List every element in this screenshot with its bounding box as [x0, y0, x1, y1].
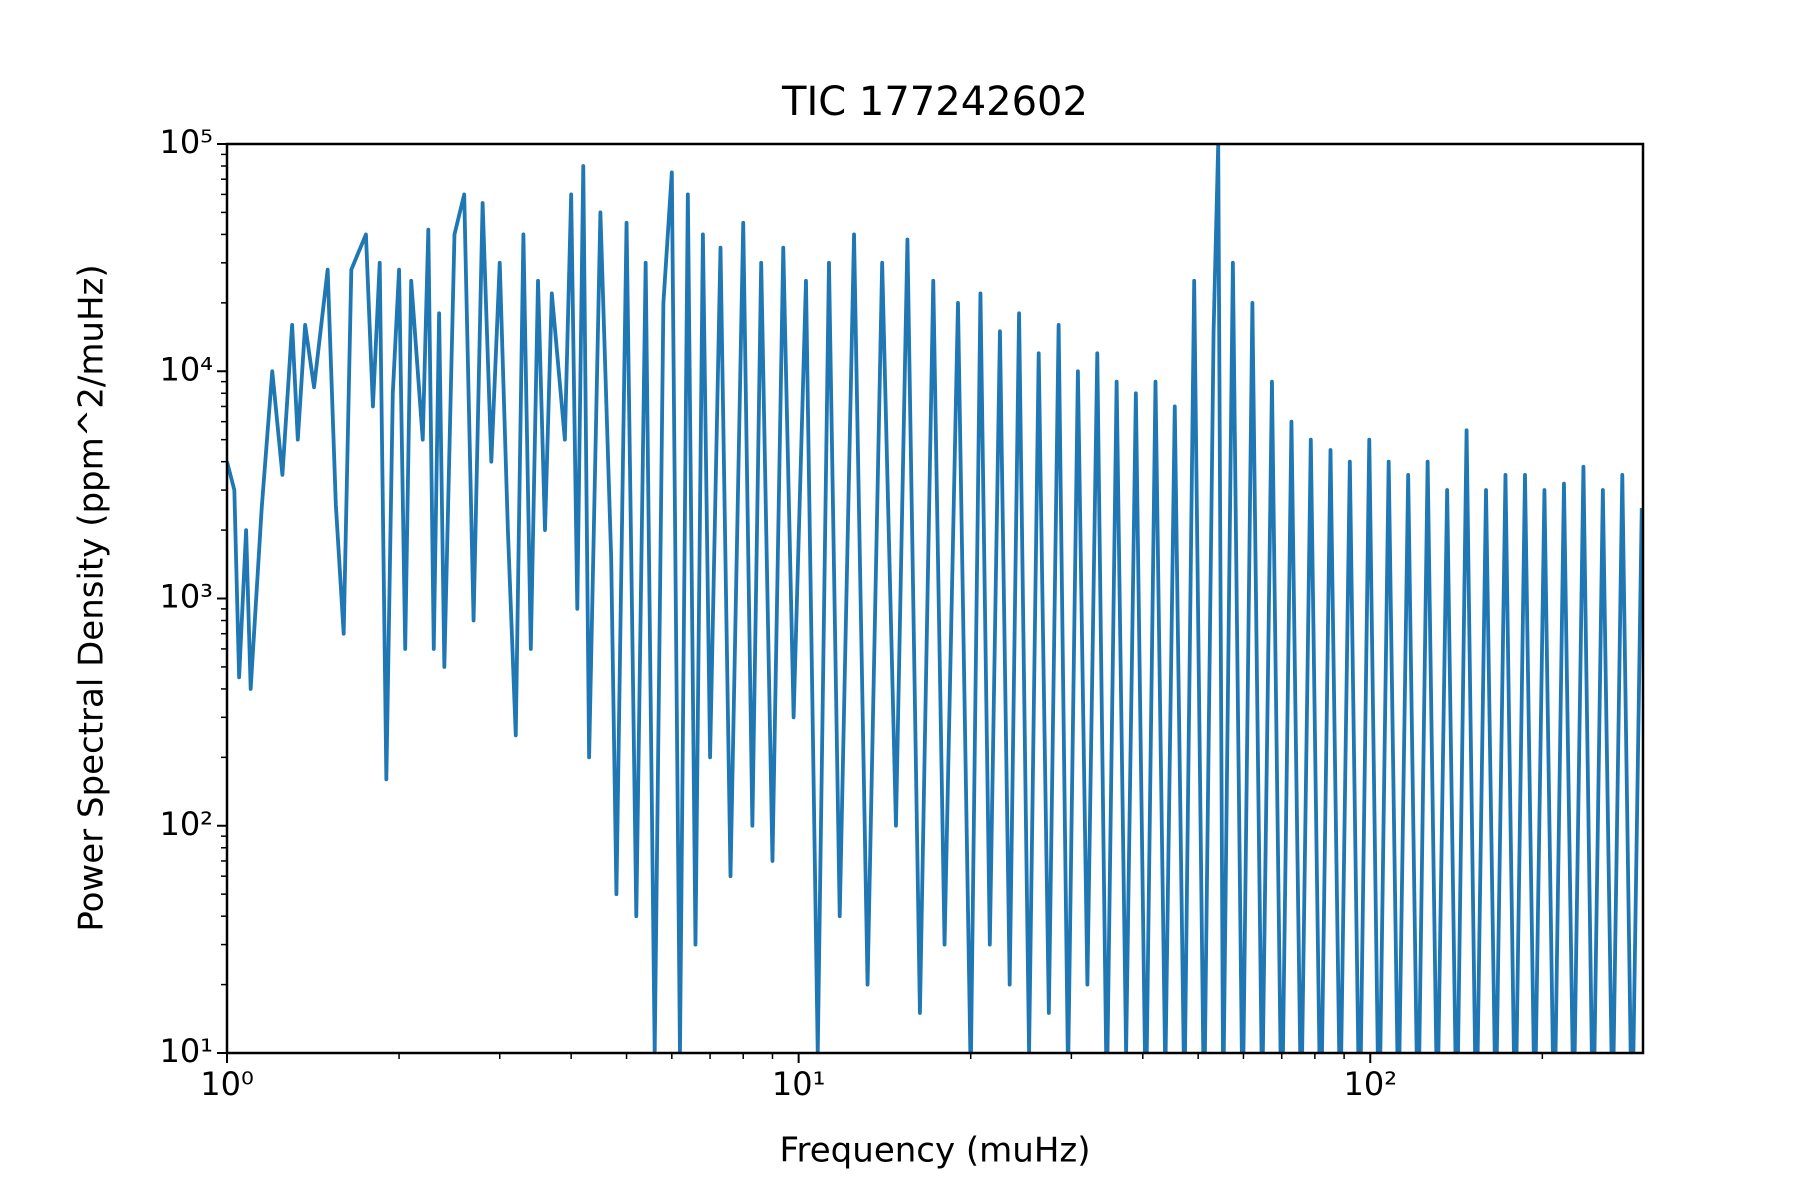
y-tick-label: 10³ [159, 578, 213, 616]
spectrum-line [227, 144, 1643, 1053]
chart-title: TIC 177242602 [781, 79, 1088, 125]
y-tick-label: 10⁵ [159, 123, 213, 161]
plot-frame [225, 142, 1645, 1055]
y-tick-label: 10² [159, 805, 213, 843]
x-tick-label: 10² [1343, 1065, 1397, 1103]
x-tick-label: 10¹ [772, 1065, 826, 1103]
plot-area [227, 144, 1643, 1053]
y-tick-label: 10⁴ [159, 350, 213, 388]
x-axis-label: Frequency (muHz) [779, 1131, 1090, 1171]
y-tick-label: 10¹ [159, 1032, 213, 1070]
y-axis-label: Power Spectral Density (ppm^2/muHz) [72, 264, 112, 931]
x-tick-label: 10⁰ [200, 1065, 254, 1103]
